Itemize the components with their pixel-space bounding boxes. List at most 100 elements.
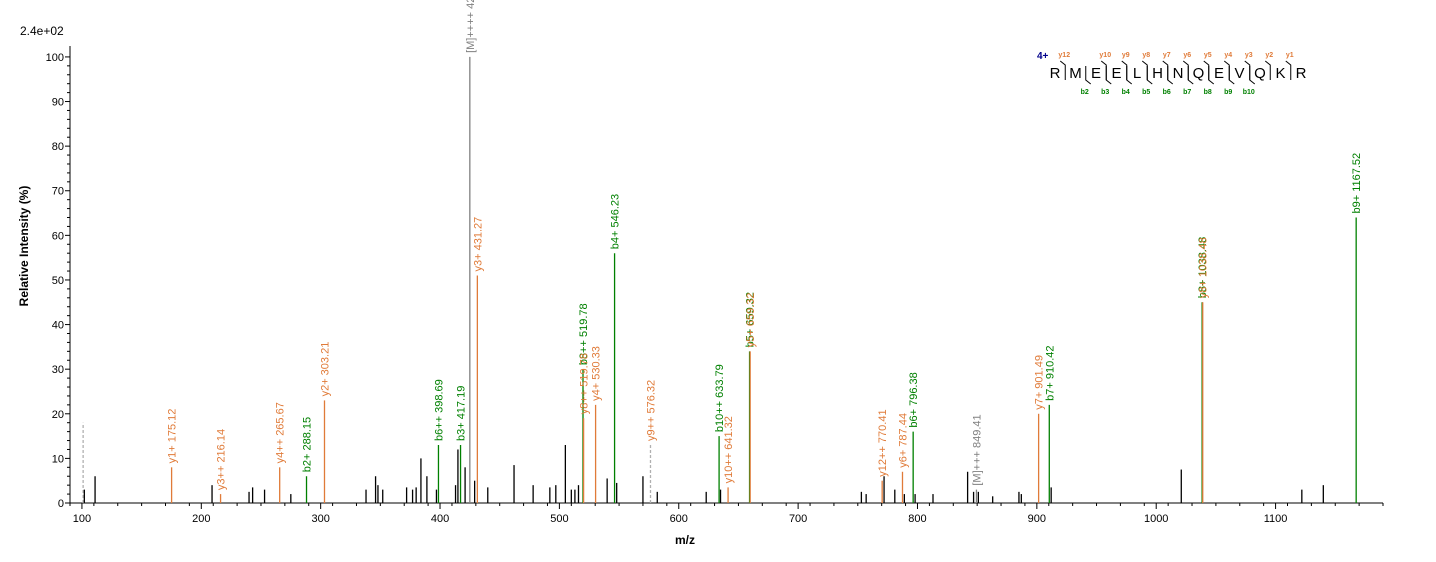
peak-label-y: y5+ 659.32 bbox=[745, 293, 757, 348]
b-ion-label: b7 bbox=[1183, 89, 1191, 96]
x-tick-label: 800 bbox=[908, 513, 926, 525]
sequence-residue: R bbox=[1296, 65, 1307, 82]
peak-label-b: b10++ 633.79 bbox=[714, 364, 726, 432]
y-ion-label: y7 bbox=[1163, 52, 1171, 59]
y-ion-label: y4 bbox=[1224, 52, 1232, 59]
y-tick-label: 0 bbox=[58, 498, 64, 510]
y-ion-label: y8 bbox=[1142, 52, 1150, 59]
peak-label-b: b6+ 796.38 bbox=[908, 372, 920, 427]
peak-label-y: y4++ 265.67 bbox=[275, 402, 287, 463]
b-ion-label: b6 bbox=[1163, 89, 1171, 96]
intensity-scale-label: 2.4e+02 bbox=[20, 24, 64, 38]
y-tick-label: 70 bbox=[52, 186, 64, 198]
y-ion-bracket bbox=[1141, 60, 1148, 80]
peak-label-b: b7+ 910.42 bbox=[1044, 345, 1056, 400]
y-ion-bracket bbox=[1203, 60, 1210, 80]
y-ion-bracket bbox=[1182, 60, 1189, 80]
peak-label-y: y3+ 431.27 bbox=[472, 217, 484, 272]
peak-label-b: b8++ 519.78 bbox=[578, 303, 590, 365]
y-ion-label: y10 bbox=[1099, 52, 1111, 59]
y-tick-label: 100 bbox=[46, 52, 64, 64]
x-tick-label: 100 bbox=[73, 513, 91, 525]
y-ion-bracket bbox=[1223, 60, 1230, 80]
peak-label-y: y10++ 641.32 bbox=[723, 416, 735, 483]
y-tick-label: 10 bbox=[52, 453, 64, 465]
peak-label-b: b2+ 288.15 bbox=[302, 417, 314, 472]
sequence-residue: K bbox=[1275, 65, 1285, 82]
y-ion-label: y3 bbox=[1245, 52, 1253, 59]
y-ion-label: y9 bbox=[1122, 52, 1130, 59]
precursor-charge-label: 4+ bbox=[1037, 51, 1049, 62]
sequence-residue: L bbox=[1133, 65, 1141, 82]
y-tick-label: 60 bbox=[52, 230, 64, 242]
x-tick-label: 700 bbox=[789, 513, 807, 525]
y-ion-bracket bbox=[1100, 60, 1107, 80]
b-ion-bracket bbox=[1228, 66, 1235, 85]
x-tick-label: 1000 bbox=[1144, 513, 1168, 525]
x-tick-label: 900 bbox=[1028, 513, 1046, 525]
y-tick-label: 30 bbox=[52, 364, 64, 376]
y-ion-label: y12 bbox=[1058, 52, 1070, 59]
y-ion-label: y5 bbox=[1204, 52, 1212, 59]
peak-label-b: b6++ 398.69 bbox=[433, 379, 445, 441]
b-ion-bracket bbox=[1085, 66, 1092, 85]
peak-label-y: y6+ 787.44 bbox=[897, 413, 909, 468]
axes: 0 10 20 30 40 50 60 70 80 90 100 100 200 300 400 500 600… bbox=[46, 46, 1384, 525]
sequence-residue: N bbox=[1173, 65, 1184, 82]
peak-label-y: y2+ 303.21 bbox=[319, 342, 331, 397]
peaks-group bbox=[82, 56, 1357, 503]
y-ion-bracket bbox=[1162, 60, 1169, 80]
peak-labels-group: y1+ 175.12 y3++ 216.14 y4++ 265.67 b2+ 288.… bbox=[167, 0, 1364, 490]
b-ion-label: b4 bbox=[1122, 89, 1130, 96]
y-ion-label: y1 bbox=[1286, 52, 1294, 59]
b-ion-bracket bbox=[1105, 66, 1112, 85]
x-tick-label: 1100 bbox=[1264, 513, 1288, 525]
x-tick-label: 400 bbox=[431, 513, 449, 525]
b-ion-bracket bbox=[1146, 66, 1153, 85]
y-tick-label: 40 bbox=[52, 320, 64, 332]
y-ion-bracket bbox=[1121, 60, 1128, 80]
b-ion-bracket bbox=[1126, 66, 1133, 85]
b-ion-bracket bbox=[1167, 66, 1174, 85]
y-ion-bracket bbox=[1059, 60, 1066, 80]
peak-label-y: y1+ 175.12 bbox=[167, 409, 179, 464]
b-ion-bracket bbox=[1249, 66, 1256, 85]
b-ion-label: b8 bbox=[1204, 89, 1212, 96]
x-tick-label: 500 bbox=[550, 513, 568, 525]
peak-label-b: b4+ 546.23 bbox=[610, 194, 622, 249]
x-tick-label: 300 bbox=[311, 513, 329, 525]
sequence-residue: Q bbox=[1193, 65, 1205, 82]
b-ion-label: b9 bbox=[1224, 89, 1232, 96]
peak-label-y: y12++ 770.41 bbox=[877, 409, 889, 476]
peak-label-precursor: [M]++++ 424.97 bbox=[465, 0, 477, 53]
x-tick-label: 200 bbox=[192, 513, 210, 525]
peak-label-y: y8++ 519.78 bbox=[579, 353, 591, 414]
sequence-residue: E bbox=[1214, 65, 1224, 82]
peak-label-y: y9++ 576.32 bbox=[645, 380, 657, 441]
y-ion-bracket bbox=[1264, 60, 1271, 80]
x-axis-label: m/z bbox=[675, 533, 695, 547]
y-ion-label: y6 bbox=[1183, 52, 1191, 59]
b-ion-label: b5 bbox=[1142, 89, 1150, 96]
x-tick-label: 600 bbox=[670, 513, 688, 525]
y-tick-label: 90 bbox=[52, 97, 64, 109]
peak-label-y: y3++ 216.14 bbox=[216, 429, 228, 490]
peak-label-y: y4+ 530.33 bbox=[591, 346, 603, 401]
b-ion-label: b3 bbox=[1101, 89, 1109, 96]
sequence-residue: V bbox=[1234, 65, 1244, 82]
peak-label-b: b5+ 659.32 bbox=[745, 292, 757, 347]
b-ion-bracket bbox=[1187, 66, 1194, 85]
b-ion-bracket bbox=[1208, 66, 1215, 85]
b-ion-label: b10 bbox=[1243, 89, 1255, 96]
peak-label-y: y8+ 1038.48 bbox=[1198, 237, 1210, 298]
sequence-residue: M bbox=[1069, 65, 1082, 82]
y-ion-bracket bbox=[1244, 60, 1251, 80]
sequence-residue: E bbox=[1111, 65, 1121, 82]
peak-label-b: b3+ 417.19 bbox=[456, 386, 468, 441]
peak-label-b: b8+ 1038.48 bbox=[1197, 237, 1209, 298]
sequence-residue: Q bbox=[1254, 65, 1266, 82]
y-ion-bracket bbox=[1285, 60, 1292, 80]
peak-label-precursor: [M]+++ 849.41 bbox=[971, 414, 983, 485]
